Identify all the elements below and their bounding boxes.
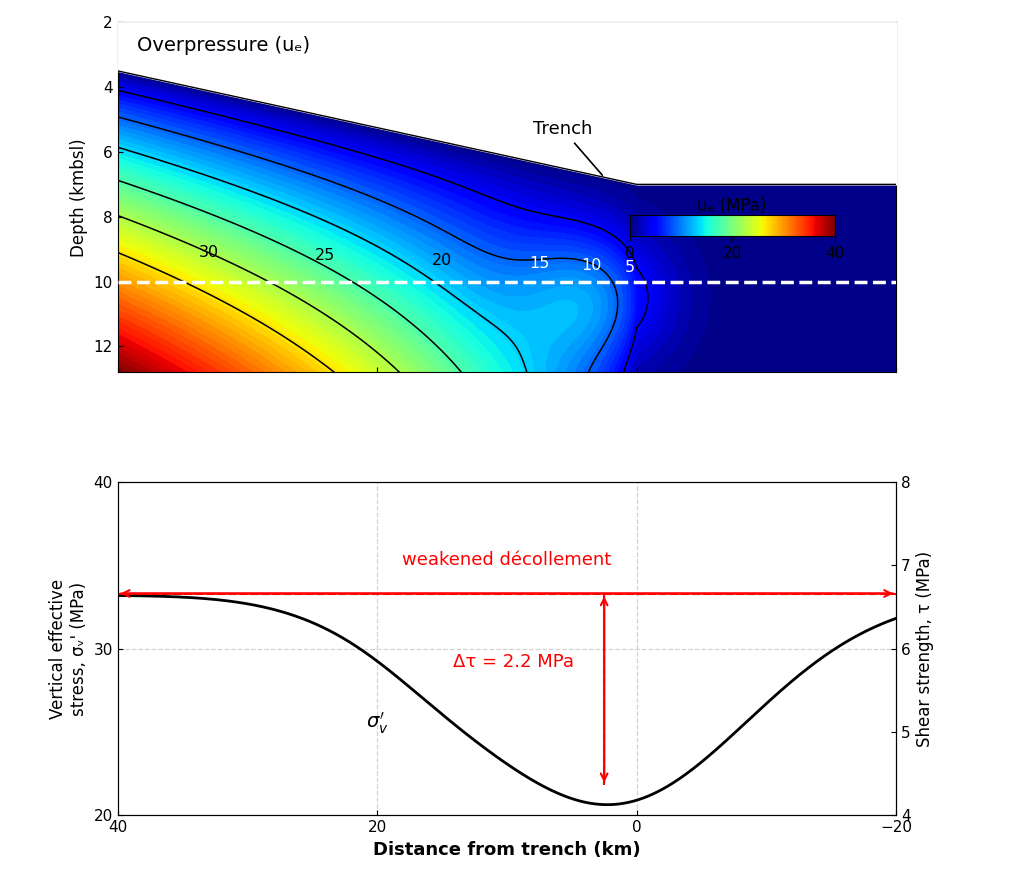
Text: $\sigma_v'$: $\sigma_v'$ — [366, 711, 388, 736]
Y-axis label: Depth (kmbsl): Depth (kmbsl) — [70, 138, 88, 257]
Text: 10: 10 — [581, 257, 601, 273]
Text: weakened décollement: weakened décollement — [402, 552, 611, 569]
Text: Overpressure (uₑ): Overpressure (uₑ) — [137, 37, 310, 55]
X-axis label: Distance from trench (km): Distance from trench (km) — [373, 841, 641, 859]
Text: Δτ = 2.2 MPa: Δτ = 2.2 MPa — [453, 653, 573, 671]
Title: uₑ (MPa): uₑ (MPa) — [697, 197, 767, 215]
Text: 20: 20 — [432, 253, 453, 268]
Text: 15: 15 — [529, 257, 550, 271]
Text: 5: 5 — [625, 259, 635, 274]
Text: Trench: Trench — [532, 120, 602, 176]
Text: 25: 25 — [315, 249, 336, 263]
Y-axis label: Vertical effective
stress, σᵥ' (MPa): Vertical effective stress, σᵥ' (MPa) — [49, 578, 88, 719]
Y-axis label: Shear strength, τ (MPa): Shear strength, τ (MPa) — [916, 551, 934, 747]
Text: 30: 30 — [199, 245, 218, 260]
